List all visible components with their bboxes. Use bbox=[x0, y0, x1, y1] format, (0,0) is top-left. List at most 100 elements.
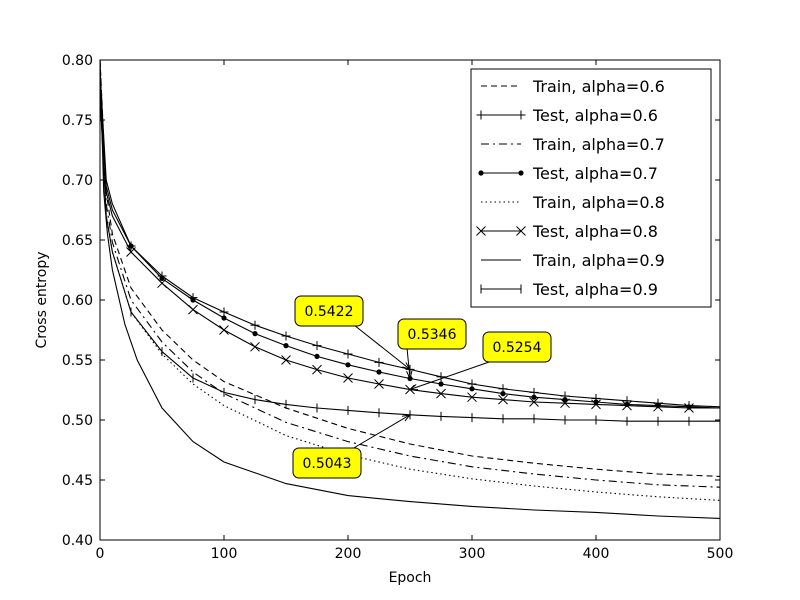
annotation-arrow bbox=[353, 324, 411, 370]
data-point bbox=[159, 275, 165, 281]
data-point bbox=[126, 247, 136, 257]
x-tick-label: 300 bbox=[459, 546, 486, 562]
series-line-5 bbox=[100, 60, 720, 501]
data-point bbox=[655, 403, 661, 409]
y-tick-label: 0.75 bbox=[62, 113, 93, 129]
annotation-arrowhead bbox=[402, 414, 412, 422]
annotation-callout: 0.5422 bbox=[294, 295, 412, 371]
legend-entry-label: Train, alpha=0.7 bbox=[532, 135, 665, 154]
annotation-arrowhead bbox=[406, 370, 413, 380]
x-tick-label: 0 bbox=[96, 546, 105, 562]
x-tick-label: 500 bbox=[707, 546, 734, 562]
data-point bbox=[376, 369, 382, 375]
annotation-arrow bbox=[406, 347, 411, 379]
series-line-3 bbox=[100, 60, 720, 488]
data-point bbox=[438, 381, 444, 387]
data-point bbox=[312, 364, 322, 375]
data-point bbox=[343, 373, 353, 383]
y-tick-label: 0.65 bbox=[62, 233, 93, 249]
legend-entry-label: Train, alpha=0.6 bbox=[532, 77, 665, 96]
y-tick-label: 0.70 bbox=[62, 173, 93, 189]
series-line-7 bbox=[100, 60, 720, 519]
annotation-label: 0.5422 bbox=[305, 304, 354, 320]
data-point bbox=[312, 341, 322, 351]
data-point bbox=[281, 331, 291, 341]
annotation-arrow bbox=[351, 414, 411, 450]
data-point bbox=[250, 341, 260, 352]
data-point bbox=[219, 307, 229, 317]
legend-entry-label: Test, alpha=0.9 bbox=[532, 280, 658, 299]
data-point bbox=[345, 362, 351, 368]
x-tick-label: 100 bbox=[211, 546, 238, 562]
legend-entry-label: Test, alpha=0.6 bbox=[532, 106, 658, 125]
legend-entry-label: Train, alpha=0.9 bbox=[532, 251, 665, 270]
data-point bbox=[469, 386, 475, 392]
legend-entry-label: Train, alpha=0.8 bbox=[532, 193, 665, 212]
data-point bbox=[562, 397, 568, 403]
y-tick-label: 0.45 bbox=[62, 473, 93, 489]
data-point bbox=[684, 403, 694, 413]
annotation-arrow bbox=[409, 360, 493, 390]
data-point bbox=[283, 343, 289, 349]
data-point bbox=[190, 297, 196, 303]
annotation-label: 0.5346 bbox=[408, 327, 457, 343]
data-point bbox=[221, 315, 227, 321]
y-tick-label: 0.40 bbox=[62, 533, 93, 549]
data-point bbox=[219, 325, 229, 335]
data-point bbox=[560, 398, 570, 409]
annotations: 0.5422 0.5346 0.5254 0.5043 bbox=[292, 295, 552, 479]
y-tick-label: 0.55 bbox=[62, 353, 93, 369]
annotation-callout: 0.5254 bbox=[408, 331, 552, 391]
legend-marker bbox=[516, 110, 526, 120]
data-point bbox=[436, 372, 446, 382]
legend-marker bbox=[478, 170, 484, 176]
data-point bbox=[157, 278, 167, 289]
data-point bbox=[686, 404, 692, 410]
annotation-label: 0.5043 bbox=[303, 456, 352, 472]
data-point bbox=[498, 394, 508, 405]
annotation-box bbox=[294, 295, 364, 327]
marker-layer bbox=[126, 241, 694, 426]
data-point bbox=[188, 304, 198, 315]
legend-entry-label: Test, alpha=0.7 bbox=[532, 164, 658, 183]
data-point bbox=[374, 357, 384, 367]
data-point bbox=[531, 394, 537, 400]
data-point bbox=[624, 401, 630, 407]
legend-marker bbox=[476, 226, 486, 236]
axis-layer: 0 100 200 300 400 500 0.40 0.45 0.50 0.55 0.60 0.65… bbox=[62, 53, 734, 562]
data-point bbox=[653, 401, 663, 412]
annotation-arrowhead bbox=[408, 384, 419, 391]
x-tick-label: 400 bbox=[583, 546, 610, 562]
annotation-label: 0.5254 bbox=[493, 340, 542, 356]
legend-entry-label: Test, alpha=0.8 bbox=[532, 222, 658, 241]
data-point bbox=[281, 355, 291, 365]
annotation-box bbox=[482, 331, 552, 363]
legend: Train, alpha=0.6 Test, alpha=0.6 Train, al… bbox=[470, 68, 712, 308]
y-tick-label: 0.50 bbox=[62, 413, 93, 429]
data-point bbox=[343, 349, 353, 359]
annotation-callout: 0.5043 bbox=[292, 414, 412, 479]
legend-box bbox=[470, 68, 712, 308]
data-point bbox=[252, 331, 258, 337]
data-point bbox=[128, 243, 134, 249]
data-point bbox=[529, 397, 539, 407]
annotation-box bbox=[292, 447, 362, 479]
y-axis-title: Cross entropy bbox=[34, 252, 50, 349]
x-tick-label: 200 bbox=[335, 546, 362, 562]
y-tick-label: 0.60 bbox=[62, 293, 93, 309]
annotation-box bbox=[397, 318, 467, 350]
legend-marker bbox=[516, 226, 526, 236]
data-point bbox=[374, 379, 384, 389]
y-tick-label: 0.80 bbox=[62, 53, 93, 69]
annotation-callout: 0.5346 bbox=[397, 318, 467, 380]
data-point bbox=[500, 391, 506, 397]
data-point bbox=[436, 388, 446, 399]
data-point bbox=[250, 320, 260, 330]
annotation-arrowhead bbox=[402, 362, 412, 371]
legend-marker bbox=[476, 110, 486, 120]
data-point bbox=[591, 399, 601, 410]
x-axis-title: Epoch bbox=[389, 570, 432, 586]
legend-marker bbox=[518, 170, 524, 176]
data-point bbox=[622, 400, 632, 411]
